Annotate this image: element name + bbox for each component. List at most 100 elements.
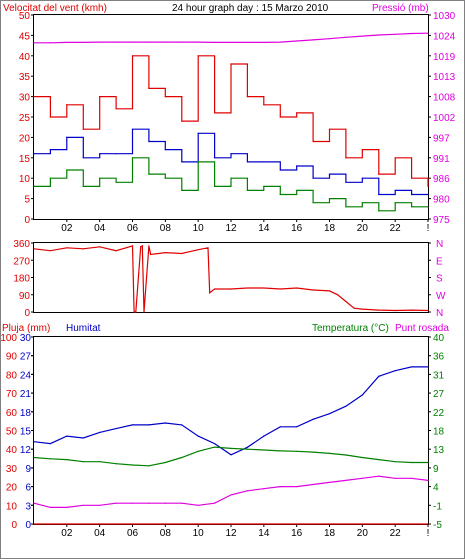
dewpoint-line-point <box>410 477 413 479</box>
rain-y-tick: 15 <box>20 427 32 438</box>
rain-line-point <box>312 523 314 525</box>
dewpoint-line-point <box>82 504 84 506</box>
rain-line-point <box>115 523 117 525</box>
wind-average-line-point <box>164 149 166 151</box>
wind-direction-line-point <box>279 288 281 290</box>
wind-minimum-line-point <box>131 157 134 159</box>
rain-y-tick: 9 <box>25 464 31 475</box>
x-tick-label: 08 <box>160 528 172 539</box>
dewpoint-line-point <box>345 479 347 481</box>
dewpoint-line-point <box>263 488 265 490</box>
humidity-line-point <box>66 435 68 437</box>
rain-line-point <box>345 523 347 525</box>
temperature-line-point <box>82 461 84 463</box>
wind-direction-line-point <box>296 287 298 289</box>
rain-line-point <box>99 523 101 525</box>
direction-y-tick: 360 <box>13 239 30 250</box>
pressure-line-point <box>378 34 380 36</box>
wind-direction-line-point <box>361 308 363 310</box>
wind-average-line-point <box>296 165 298 167</box>
pressure-line-point <box>328 38 331 40</box>
dewpoint-line-point <box>279 486 281 488</box>
wind-average-line-point <box>378 193 380 196</box>
direction-y-tick: 90 <box>19 291 31 302</box>
pressure-line-point <box>230 41 232 44</box>
rain-line-point <box>49 523 52 525</box>
wind-minimum-line-point <box>99 177 101 179</box>
rain-line-point <box>263 523 265 525</box>
wind-gust-line-point <box>394 157 396 159</box>
humidity-line-point <box>230 454 232 456</box>
temperature-line-point <box>181 456 183 459</box>
wind-average-line <box>34 128 428 196</box>
pressure-y-tick: 1013 <box>433 72 456 83</box>
wind-gust-line-point <box>49 116 52 118</box>
rain-line-point <box>328 523 331 525</box>
wind-average-line-point <box>181 161 183 163</box>
wind-gust-line-point <box>82 128 84 130</box>
temperature-y-tick: 13 <box>433 445 445 456</box>
wind-gust-line-point <box>427 185 429 187</box>
wind-gust-line-point <box>33 96 35 98</box>
dewpoint-line-point <box>66 506 68 508</box>
compass-tick: W <box>436 291 446 302</box>
rain-line-point <box>279 523 281 525</box>
pressure-line-point <box>213 41 216 44</box>
wind-gust-line-point <box>181 120 183 122</box>
wind-direction-line-point <box>197 249 199 251</box>
wind-direction-line-point <box>143 311 145 313</box>
pressure-line-point <box>99 41 101 43</box>
wind-direction-line-point <box>33 248 35 250</box>
temperature-line-point <box>213 446 216 448</box>
x-tick-label: ! <box>427 223 430 234</box>
wind-direction-line-point <box>164 251 166 254</box>
wind-gust-line-point <box>410 177 413 179</box>
wind-y-tick: 30 <box>19 93 31 104</box>
wind-direction-line-point <box>312 289 314 291</box>
humidity-line-point <box>263 435 265 437</box>
dewpoint-line-point <box>328 481 331 484</box>
temperature-y-tick: 22 <box>433 408 445 419</box>
humidity-line-point <box>131 424 134 426</box>
compass-tick: N <box>436 308 443 319</box>
temperature-line-point <box>246 448 249 450</box>
wind-average-line-point <box>213 157 216 159</box>
temperature-line-point <box>279 450 281 452</box>
dewpoint-line-point <box>296 486 298 488</box>
wind-minimum-line-point <box>296 189 298 192</box>
x-tick-label: 14 <box>258 223 270 234</box>
wind-y-tick: 45 <box>19 31 31 42</box>
wind-gust-line-point <box>99 96 101 98</box>
wind-average-line-point <box>148 140 150 143</box>
wind-gust-line-point <box>312 140 314 143</box>
wind-direction-line-point <box>394 309 396 312</box>
x-tick-label: 22 <box>390 223 402 234</box>
wind-gust-line-point <box>230 63 232 65</box>
dewpoint-line-point <box>361 477 363 479</box>
wind-gust-line-point <box>328 128 331 130</box>
pressure-axis-label: Pressió (mb) <box>372 3 429 14</box>
rain-y-tick: 24 <box>20 370 32 381</box>
temperature-y-tick: 18 <box>433 427 445 438</box>
wind-minimum-line-point <box>279 193 281 196</box>
wind-direction-line-point <box>353 307 355 309</box>
wind-gust-line-point <box>296 112 298 114</box>
rain-line-point <box>213 523 216 525</box>
humidity-line-point <box>427 366 429 368</box>
rain-y-tick: 0 <box>25 520 31 531</box>
dewpoint-line-point <box>131 502 134 504</box>
humidity-y-tick: 70 <box>6 389 18 400</box>
series-layer <box>33 32 429 525</box>
wind-gust-line-point <box>361 149 363 151</box>
x-tick-label: 10 <box>193 528 205 539</box>
wind-average-line-point <box>345 181 347 183</box>
wind-direction-line-point <box>263 287 265 289</box>
wind-direction-line-point <box>207 247 209 249</box>
wind-direction-line-point <box>99 246 101 248</box>
rain-y-tick: 21 <box>20 389 32 400</box>
wind-direction-line-point <box>66 247 68 249</box>
rain-line-point <box>410 523 413 525</box>
temperature-line-point <box>263 449 265 451</box>
